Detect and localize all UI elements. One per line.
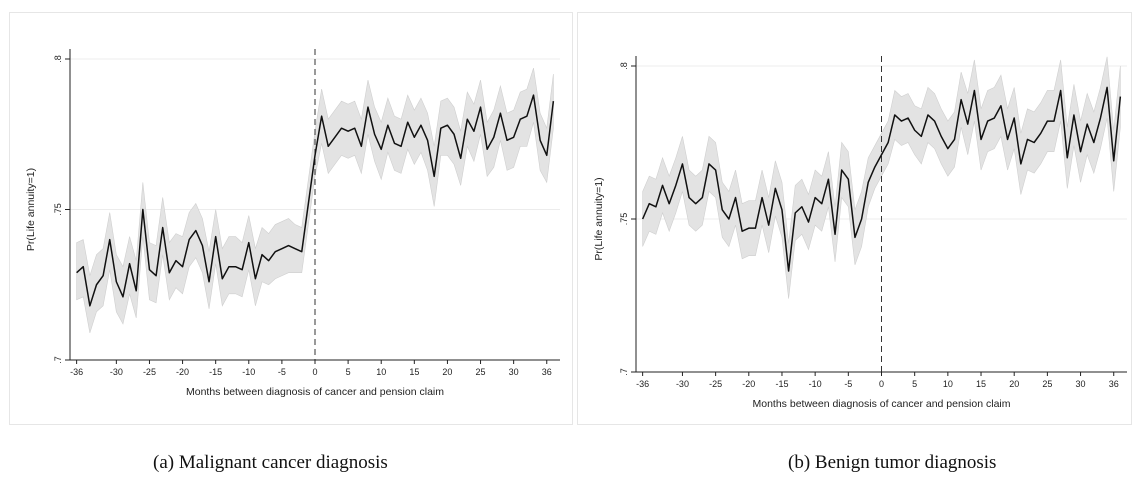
chart-0-confidence-band — [76, 67, 554, 334]
chart-0-x-tick-label-6: -5 — [278, 367, 286, 377]
chart-1-x-tick-label-5: -10 — [809, 379, 822, 389]
chart-1-x-tick-label-1: -30 — [676, 379, 689, 389]
chart-1-x-tick-label-7: 0 — [879, 379, 884, 389]
chart-0-x-tick-label-9: 10 — [376, 367, 386, 377]
chart-0-y-tick-label-1: .75 — [53, 203, 63, 216]
chart-0-y-tick-label-0: .7 — [53, 356, 63, 364]
chart-1-x-tick-label-8: 5 — [912, 379, 917, 389]
chart-1-x-tick-label-10: 15 — [976, 379, 986, 389]
chart-1-y-tick-label-2: .8 — [619, 62, 629, 70]
chart-0-y-axis-title: Pr(Life annuity=1) — [25, 168, 37, 251]
chart-0-x-tick-label-10: 15 — [409, 367, 419, 377]
chart-1-y-tick-label-1: .75 — [619, 213, 629, 226]
chart-1-y-tick-label-0: .7 — [619, 368, 629, 376]
chart-1-x-axis-title: Months between diagnosis of cancer and p… — [753, 398, 1011, 410]
chart-1-y-axis-title: Pr(Life annuity=1) — [593, 177, 605, 260]
chart-1-x-tick-label-14: 36 — [1109, 379, 1119, 389]
chart-0-x-tick-label-14: 36 — [542, 367, 552, 377]
chart-1-x-tick-label-2: -25 — [709, 379, 722, 389]
chart-0-x-tick-label-13: 30 — [509, 367, 519, 377]
chart-1-x-tick-label-6: -5 — [844, 379, 852, 389]
chart-1-x-tick-label-0: -36 — [636, 379, 649, 389]
chart-1-x-tick-label-4: -15 — [775, 379, 788, 389]
chart-0-x-tick-label-5: -10 — [242, 367, 255, 377]
chart-panel-benign: .7 .75 .8 -36 -30 -25 -20 -15 -10 -5 0 5 10 15 20 25 30 3… — [577, 12, 1132, 425]
chart-1-estimate-line — [641, 86, 1122, 272]
caption-benign: (b) Benign tumor diagnosis — [788, 452, 997, 473]
chart-0-x-tick-label-2: -25 — [143, 367, 156, 377]
chart-0-x-tick-label-1: -30 — [110, 367, 123, 377]
chart-1-x-tick-label-3: -20 — [742, 379, 755, 389]
chart-0-x-tick-label-11: 20 — [442, 367, 452, 377]
chart-1-x-tick-label-11: 20 — [1009, 379, 1019, 389]
chart-0-x-tick-label-12: 25 — [476, 367, 486, 377]
chart-0-x-tick-label-7: 0 — [312, 367, 317, 377]
chart-1-x-tick-label-9: 10 — [943, 379, 953, 389]
chart-1-confidence-band — [642, 56, 1121, 299]
chart-panel-malignant: .7 .75 .8 -36 -30 -25 -20 -15 -10 -5 0 5 10 15 20 25 30 3… — [9, 12, 573, 425]
chart-0-x-tick-label-8: 5 — [346, 367, 351, 377]
chart-0-estimate-line — [76, 94, 555, 307]
chart-1-x-tick-label-13: 30 — [1076, 379, 1086, 389]
chart-0-x-tick-label-0: -36 — [70, 367, 83, 377]
chart-0-x-axis-title: Months between diagnosis of cancer and p… — [186, 386, 444, 398]
caption-malignant: (a) Malignant cancer diagnosis — [153, 452, 388, 473]
chart-0-x-tick-label-4: -15 — [209, 367, 222, 377]
chart-malignant: .7 .75 .8 -36 -30 -25 -20 -15 -10 -5 0 5 10 15 20 25 30 3… — [25, 49, 560, 398]
chart-0-x-tick-label-3: -20 — [176, 367, 189, 377]
chart-benign: .7 .75 .8 -36 -30 -25 -20 -15 -10 -5 0 5 10 15 20 25 30 3… — [593, 56, 1127, 410]
chart-1-x-tick-label-12: 25 — [1042, 379, 1052, 389]
chart-0-y-tick-label-2: .8 — [53, 55, 63, 63]
